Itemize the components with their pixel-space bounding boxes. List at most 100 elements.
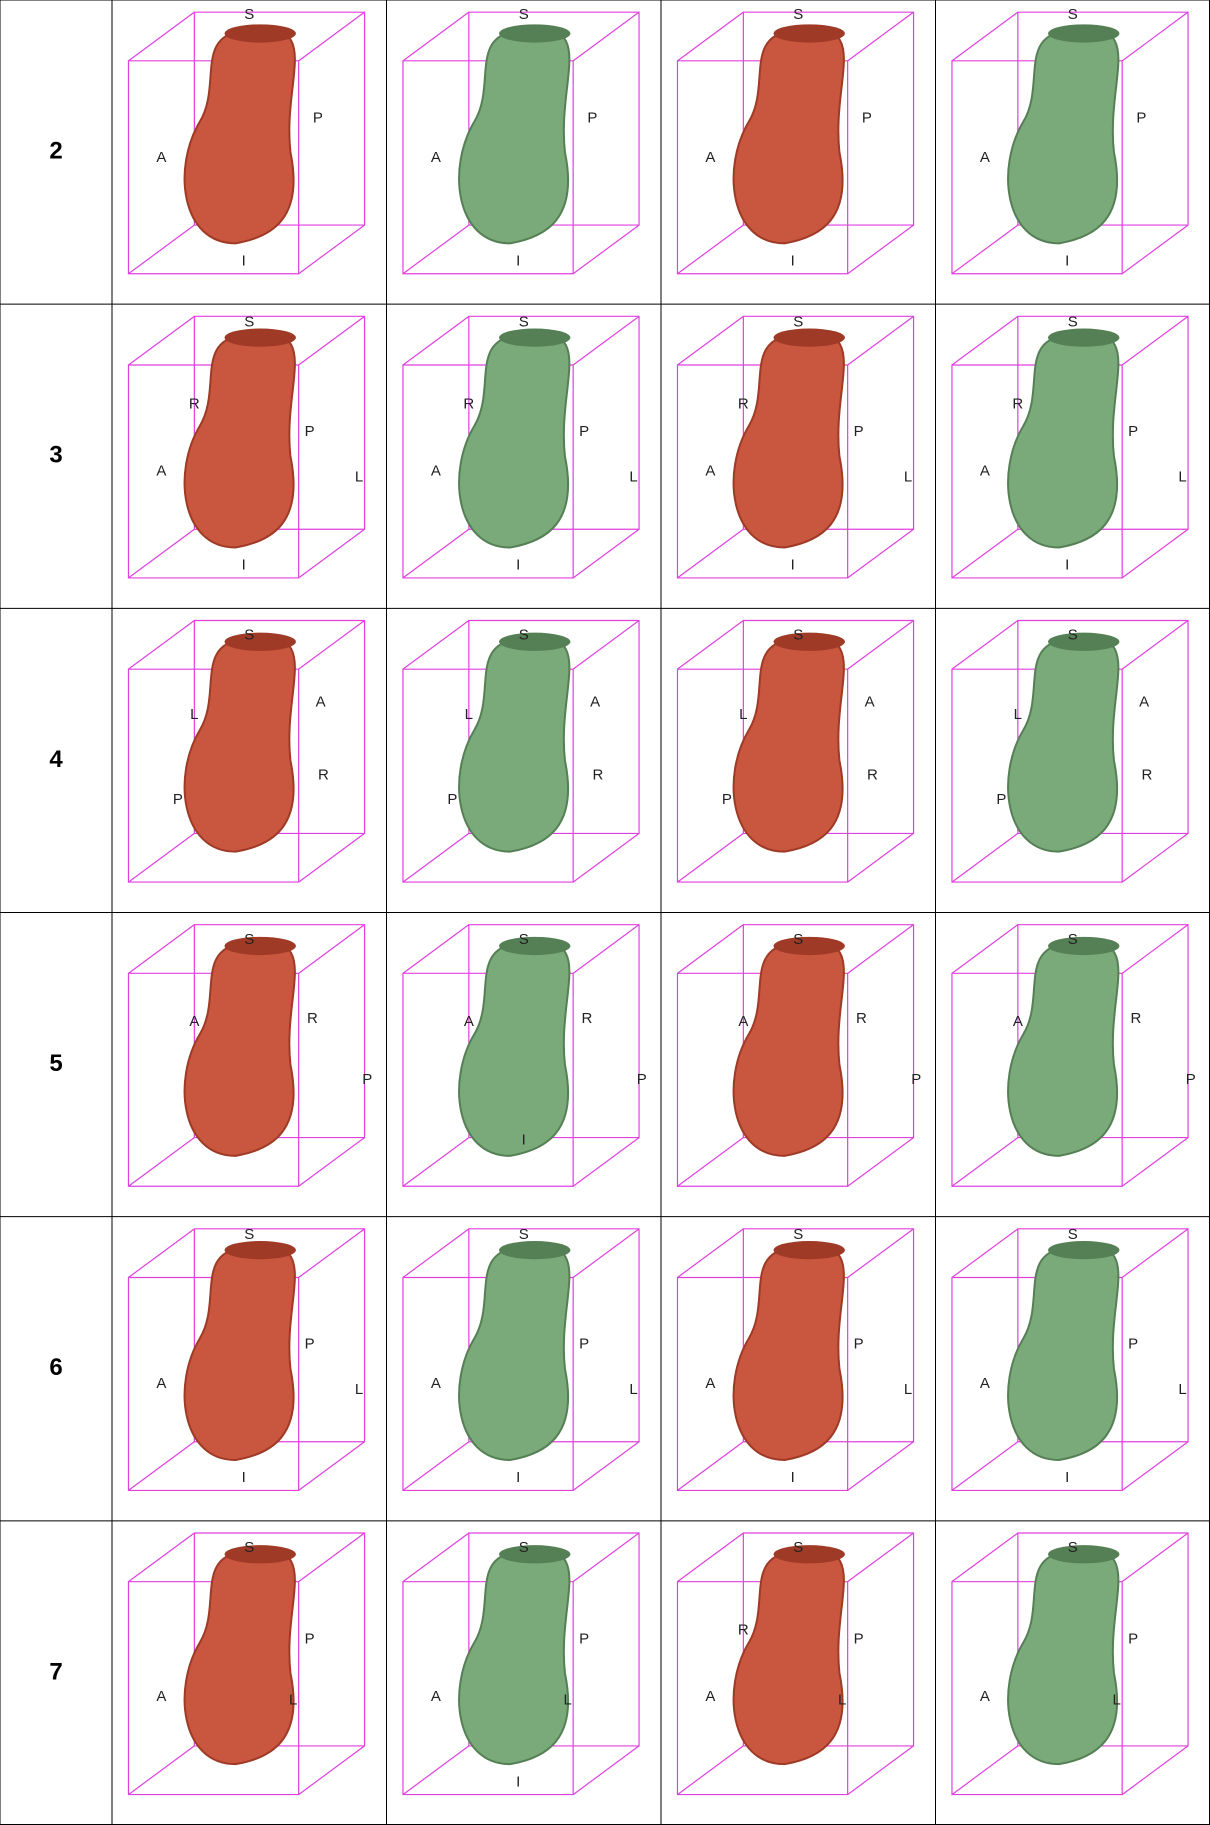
box-edge (573, 1138, 639, 1187)
box-edge (848, 621, 914, 670)
orientation-label: A (705, 462, 715, 479)
box-edge (952, 225, 1018, 274)
orientation-label: I (791, 1469, 795, 1486)
orientation-label: A (590, 694, 600, 711)
box-edge (128, 925, 194, 974)
orientation-label: I (1065, 557, 1069, 574)
orientation-label: A (980, 462, 990, 479)
orientation-label: R (1012, 396, 1023, 413)
box-edge (677, 621, 743, 670)
orientation-label: S (1068, 627, 1078, 644)
orientation-label: A (189, 1013, 199, 1030)
box-edge (1122, 1746, 1188, 1795)
box-edge (677, 833, 743, 882)
orientation-label: S (244, 313, 254, 330)
box-edge (573, 529, 639, 578)
orientation-label: A (156, 149, 166, 166)
orientation-label: P (722, 791, 732, 808)
box-edge (848, 833, 914, 882)
box-edge (848, 1533, 914, 1582)
organ-top (499, 937, 570, 955)
box-edge (403, 1138, 469, 1187)
orientation-label: S (1068, 1539, 1078, 1556)
box-edge (299, 1746, 365, 1795)
box-edge (299, 1442, 365, 1491)
box-edge (848, 1442, 914, 1491)
orientation-label: L (629, 1381, 637, 1398)
orientation-label: P (579, 423, 589, 440)
box-edge (952, 621, 1018, 670)
orientation-label: I (791, 253, 795, 270)
orientation-label: S (793, 931, 803, 948)
box-edge (848, 1138, 914, 1187)
orientation-label: R (189, 396, 200, 413)
orientation-label: I (791, 557, 795, 574)
orientation-label: S (244, 1226, 254, 1243)
box-edge (677, 225, 743, 274)
box-edge (128, 1533, 194, 1582)
orientation-label: L (190, 706, 198, 723)
box-edge (403, 529, 469, 578)
organ-top (1048, 937, 1119, 955)
box-edge (952, 529, 1018, 578)
orientation-label: S (244, 6, 254, 23)
box-edge (848, 1746, 914, 1795)
orientation-label: A (431, 1375, 441, 1392)
row-label: 3 (49, 442, 62, 469)
box-edge (848, 225, 914, 274)
orientation-label: R (318, 767, 329, 784)
box-edge (128, 12, 194, 61)
box-edge (677, 1229, 743, 1278)
orientation-label: S (793, 1539, 803, 1556)
orientation-label: R (856, 1010, 867, 1027)
box-edge (403, 316, 469, 365)
box-edge (1122, 1442, 1188, 1491)
box-edge (573, 1442, 639, 1491)
orientation-label: A (156, 1375, 166, 1392)
orientation-label: P (854, 423, 864, 440)
row-label: 2 (49, 137, 62, 164)
box-edge (1122, 1533, 1188, 1582)
box-edge (677, 1442, 743, 1491)
box-edge (573, 316, 639, 365)
box-edge (1122, 12, 1188, 61)
organ-top (774, 1545, 845, 1563)
organ-top (1048, 633, 1119, 651)
box-edge (128, 529, 194, 578)
box-edge (403, 621, 469, 670)
rendering-cell: SPAI (677, 6, 913, 274)
orientation-label: R (1130, 1010, 1141, 1027)
orientation-label: I (242, 557, 246, 574)
orientation-label: L (838, 1691, 846, 1708)
box-edge (403, 1442, 469, 1491)
orientation-label: I (516, 557, 520, 574)
organ-top (225, 1241, 296, 1259)
box-edge (128, 1229, 194, 1278)
box-edge (403, 1533, 469, 1582)
orientation-label: A (738, 1013, 748, 1030)
box-edge (677, 1138, 743, 1187)
box-edge (299, 833, 365, 882)
box-edge (1122, 833, 1188, 882)
orientation-label: I (1065, 1469, 1069, 1486)
box-edge (677, 12, 743, 61)
orientation-label: P (579, 1630, 589, 1647)
orientation-label: P (996, 791, 1006, 808)
box-edge (1122, 1229, 1188, 1278)
orientation-label: A (705, 1375, 715, 1392)
organ-top (225, 329, 296, 347)
orientation-label: L (629, 469, 637, 486)
box-edge (677, 316, 743, 365)
box-edge (952, 833, 1018, 882)
rendering-cell: SPAI (403, 6, 639, 274)
orientation-label: P (447, 791, 457, 808)
box-edge (952, 1533, 1018, 1582)
orientation-label: S (1068, 931, 1078, 948)
